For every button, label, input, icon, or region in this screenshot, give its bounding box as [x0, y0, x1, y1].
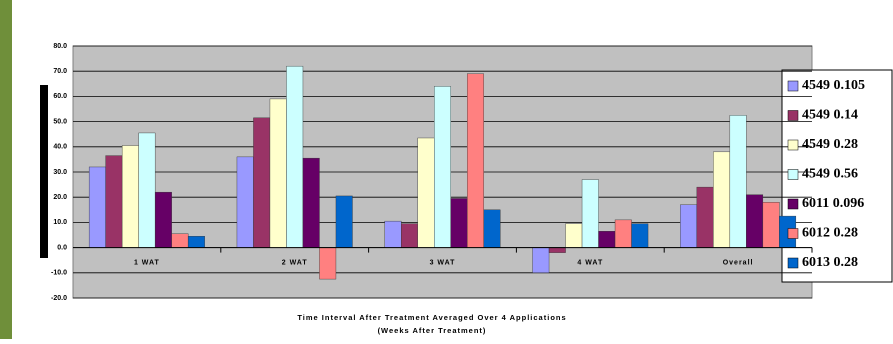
bar — [188, 236, 205, 247]
bar — [172, 234, 189, 248]
side-strip — [0, 0, 12, 339]
x-tick-label: 1 WAT — [134, 259, 160, 266]
bar — [336, 196, 353, 248]
legend-swatch — [788, 258, 798, 268]
y-tick-label: 0.0 — [57, 244, 67, 251]
bar — [730, 115, 747, 247]
y-tick-label: -20.0 — [51, 295, 67, 302]
bar — [582, 180, 599, 248]
y-tick-label: 50.0 — [53, 118, 67, 125]
bar — [286, 66, 303, 247]
bar — [566, 224, 583, 248]
legend-label: 4549 0.14 — [802, 108, 858, 123]
legend-label: 4549 0.56 — [802, 167, 858, 182]
bar — [89, 167, 106, 248]
x-tick-label: Overall — [723, 259, 754, 266]
x-tick-label: 2 WAT — [282, 259, 308, 266]
bar — [533, 248, 550, 273]
bar — [106, 156, 123, 248]
y-tick-label: 40.0 — [53, 144, 67, 151]
bar — [763, 202, 780, 247]
bar — [599, 231, 616, 247]
bar — [155, 192, 172, 247]
x-tick-label: 4 WAT — [577, 259, 603, 266]
chart: Time Interval After Treatment Averaged O… — [0, 0, 893, 339]
bar — [319, 248, 336, 280]
bar — [237, 157, 254, 248]
bar — [401, 224, 418, 248]
bar — [139, 133, 156, 248]
legend-swatch — [788, 170, 798, 180]
y-axis-cover — [40, 85, 48, 258]
y-tick-label: 70.0 — [53, 68, 67, 75]
legend-label: 6011 0.096 — [802, 196, 864, 211]
legend-swatch — [788, 199, 798, 209]
y-tick-label: 30.0 — [53, 169, 67, 176]
bar — [451, 198, 468, 247]
x-tick-label: 3 WAT — [430, 259, 456, 266]
legend-swatch — [788, 229, 798, 239]
bar — [270, 99, 287, 248]
bar — [122, 146, 138, 248]
legend-swatch — [788, 140, 798, 150]
legend-swatch — [788, 111, 798, 121]
bar — [434, 86, 451, 247]
legend-label: 4549 0.28 — [802, 137, 858, 152]
bar — [697, 187, 714, 247]
y-tick-label: -10.0 — [51, 270, 67, 277]
bar — [484, 210, 501, 248]
bar — [746, 195, 763, 248]
bar — [632, 224, 649, 248]
bar — [615, 220, 632, 248]
bar — [418, 138, 435, 248]
bar — [385, 221, 402, 247]
legend-label: 6012 0.28 — [802, 226, 858, 241]
bar — [680, 205, 697, 248]
legend-label: 4549 0.105 — [802, 78, 865, 93]
y-tick-label: 20.0 — [53, 194, 67, 201]
bar — [303, 158, 320, 247]
x-axis-subtitle: (Weeks After Treatment) — [378, 326, 487, 335]
bar — [467, 74, 484, 248]
x-axis-title: Time Interval After Treatment Averaged O… — [297, 313, 566, 322]
bar — [549, 248, 566, 253]
y-tick-label: 80.0 — [53, 43, 67, 50]
bar — [253, 118, 270, 248]
legend-label: 6013 0.28 — [802, 255, 858, 270]
y-tick-label: 60.0 — [53, 93, 67, 100]
y-tick-label: 10.0 — [53, 219, 67, 226]
bar — [713, 152, 730, 248]
legend-swatch — [788, 81, 798, 91]
